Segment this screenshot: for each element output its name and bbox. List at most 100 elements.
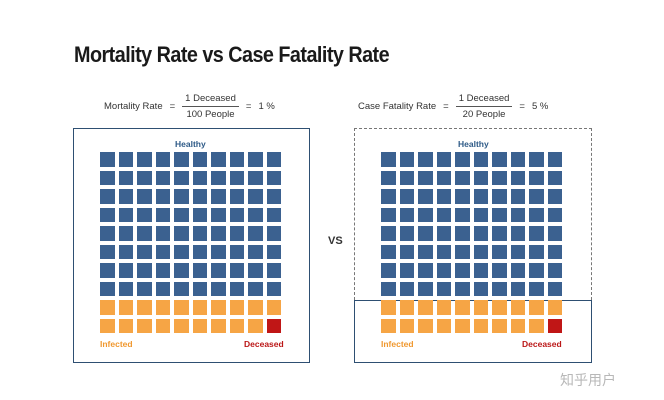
infected-person-square	[174, 318, 189, 333]
healthy-person-square	[473, 226, 488, 241]
healthy-person-square	[418, 244, 433, 259]
population-frame	[73, 128, 310, 363]
healthy-person-square	[266, 189, 281, 204]
infected-person-square	[510, 318, 525, 333]
infected-person-square	[455, 300, 470, 315]
fraction: 1 Deceased 20 People	[455, 93, 513, 120]
healthy-person-square	[266, 152, 281, 167]
infected-person-square	[418, 300, 433, 315]
healthy-person-square	[266, 244, 281, 259]
deceased-person-square	[266, 318, 281, 333]
healthy-person-square	[248, 170, 263, 185]
healthy-person-square	[211, 226, 226, 241]
healthy-person-square	[155, 207, 170, 222]
formula-label: Case Fatality Rate	[358, 101, 437, 112]
healthy-person-square	[192, 281, 207, 296]
healthy-person-square	[174, 170, 189, 185]
healthy-person-square	[381, 281, 396, 296]
healthy-person-square	[510, 263, 525, 278]
healthy-person-square	[455, 244, 470, 259]
healthy-person-square	[418, 207, 433, 222]
vs-label: VS	[328, 235, 343, 247]
equals-sign: =	[519, 101, 525, 112]
healthy-person-square	[510, 170, 525, 185]
healthy-person-square	[211, 152, 226, 167]
infected-person-square	[436, 300, 451, 315]
healthy-person-square	[137, 189, 152, 204]
infected-person-square	[192, 318, 207, 333]
healthy-excluded-frame	[354, 128, 592, 300]
healthy-person-square	[418, 226, 433, 241]
healthy-person-square	[118, 207, 133, 222]
healthy-person-square	[248, 281, 263, 296]
healthy-person-square	[174, 152, 189, 167]
infected-person-square	[229, 318, 244, 333]
infected-person-square	[473, 318, 488, 333]
infected-person-square	[118, 300, 133, 315]
healthy-person-square	[418, 170, 433, 185]
healthy-person-square	[174, 263, 189, 278]
infected-person-square	[455, 318, 470, 333]
healthy-person-square	[137, 152, 152, 167]
healthy-person-square	[492, 152, 507, 167]
infected-person-square	[381, 318, 396, 333]
infected-person-square	[492, 300, 507, 315]
healthy-person-square	[192, 152, 207, 167]
healthy-label: Healthy	[175, 139, 206, 149]
healthy-person-square	[455, 152, 470, 167]
healthy-person-square	[229, 263, 244, 278]
deceased-label: Deceased	[244, 339, 284, 349]
infected-person-square	[436, 318, 451, 333]
healthy-person-square	[436, 281, 451, 296]
infected-person-square	[529, 300, 544, 315]
healthy-person-square	[492, 244, 507, 259]
case-fatality-rate-formula: Case Fatality Rate = 1 Deceased 20 Peopl…	[358, 93, 548, 120]
equals-sign: =	[245, 101, 252, 112]
healthy-person-square	[155, 244, 170, 259]
healthy-person-square	[547, 244, 562, 259]
healthy-person-square	[100, 189, 115, 204]
watermark: 知乎用户	[560, 372, 616, 388]
healthy-person-square	[455, 207, 470, 222]
healthy-person-square	[473, 263, 488, 278]
healthy-person-square	[248, 189, 263, 204]
healthy-person-square	[192, 263, 207, 278]
healthy-person-square	[211, 244, 226, 259]
healthy-person-square	[547, 226, 562, 241]
healthy-person-square	[436, 207, 451, 222]
infected-person-square	[399, 318, 414, 333]
healthy-person-square	[529, 226, 544, 241]
healthy-person-square	[399, 263, 414, 278]
infected-person-square	[211, 300, 226, 315]
healthy-person-square	[118, 189, 133, 204]
healthy-person-square	[192, 244, 207, 259]
healthy-person-square	[229, 226, 244, 241]
healthy-person-square	[229, 152, 244, 167]
infected-person-square	[492, 318, 507, 333]
healthy-person-square	[455, 189, 470, 204]
healthy-person-square	[492, 170, 507, 185]
infected-person-square	[118, 318, 133, 333]
healthy-person-square	[547, 281, 562, 296]
healthy-person-square	[455, 170, 470, 185]
healthy-person-square	[100, 244, 115, 259]
healthy-person-square	[492, 207, 507, 222]
healthy-person-square	[174, 226, 189, 241]
healthy-person-square	[211, 281, 226, 296]
fraction-denominator: 20 People	[462, 109, 506, 120]
healthy-person-square	[118, 244, 133, 259]
healthy-person-square	[229, 281, 244, 296]
infected-person-square	[192, 300, 207, 315]
healthy-person-square	[266, 170, 281, 185]
healthy-person-square	[266, 263, 281, 278]
healthy-person-square	[192, 170, 207, 185]
healthy-person-square	[436, 244, 451, 259]
infected-person-square	[399, 300, 414, 315]
healthy-person-square	[436, 189, 451, 204]
healthy-person-square	[100, 281, 115, 296]
healthy-person-square	[455, 226, 470, 241]
healthy-person-square	[492, 226, 507, 241]
infected-person-square	[248, 318, 263, 333]
infected-person-square	[473, 300, 488, 315]
healthy-person-square	[510, 226, 525, 241]
